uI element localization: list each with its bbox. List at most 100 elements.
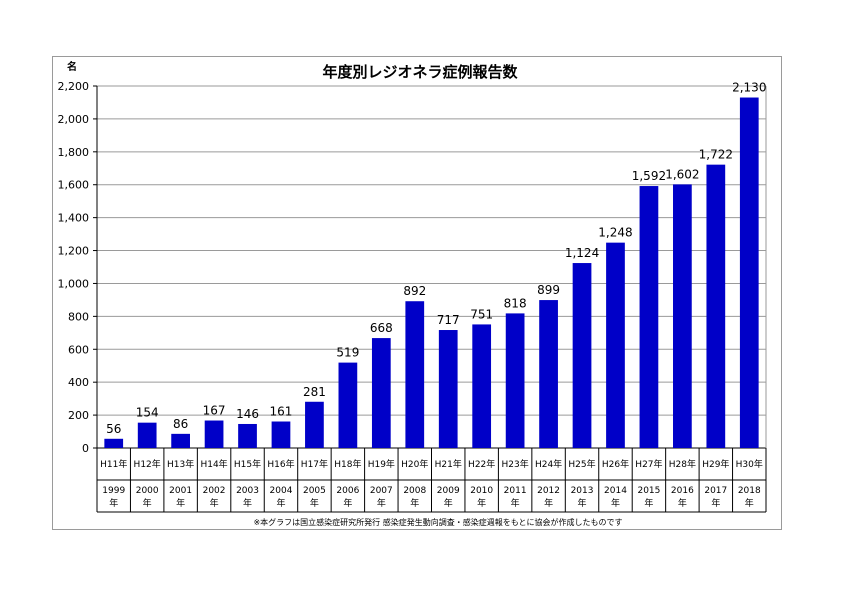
x-year-suffix: 年 (544, 497, 553, 509)
data-label: 1,722 (699, 148, 733, 162)
bar (171, 433, 190, 448)
x-category-label: H14年 (200, 458, 227, 470)
x-year-suffix: 年 (644, 497, 653, 509)
data-label: 899 (537, 283, 560, 297)
x-year-label: 2004 (270, 486, 293, 496)
data-label: 1,248 (598, 226, 632, 240)
x-year-label: 2016 (671, 486, 694, 496)
y-tick-label: 200 (68, 409, 89, 422)
y-axis-unit-label: 名 (67, 60, 77, 73)
x-category-label: H23年 (502, 458, 529, 470)
x-year-suffix: 年 (176, 497, 185, 509)
x-year-label: 2011 (504, 486, 527, 496)
x-year-suffix: 年 (377, 497, 386, 509)
data-label: 668 (370, 321, 393, 335)
x-category-label: H26年 (602, 458, 629, 470)
bar (539, 300, 558, 448)
x-category-label: H13年 (167, 458, 194, 470)
x-category-label: H11年 (100, 458, 127, 470)
x-category-label: H30年 (736, 458, 763, 470)
bar (204, 420, 224, 448)
x-year-suffix: 年 (310, 497, 319, 509)
bar (572, 263, 592, 448)
x-year-suffix: 年 (343, 497, 352, 509)
bar (405, 301, 425, 448)
bar (371, 338, 391, 448)
x-year-label: 2017 (704, 486, 727, 496)
x-year-label: 2012 (537, 486, 560, 496)
x-year-label: 2013 (571, 486, 594, 496)
x-year-label: 2009 (437, 486, 460, 496)
x-year-suffix: 年 (243, 497, 252, 509)
data-label: 892 (403, 284, 426, 298)
x-category-label: H15年 (234, 458, 261, 470)
bar (706, 164, 726, 449)
data-label: 146 (236, 407, 259, 421)
bar (238, 423, 257, 448)
data-label: 1,124 (565, 246, 599, 260)
x-category-label: H22年 (468, 458, 495, 470)
y-tick-label: 2,000 (58, 113, 90, 126)
x-category-label: H20年 (401, 458, 428, 470)
x-category-label: H29年 (702, 458, 729, 470)
data-label: 519 (336, 346, 359, 360)
data-label: 1,592 (632, 169, 666, 183)
data-label: 717 (437, 313, 460, 327)
x-year-label: 2001 (169, 486, 192, 496)
source-note: ※本グラフは国立感染症研究所発行 感染症発生動向調査・感染症週報をもとに協会が作… (253, 517, 622, 527)
x-category-label: H25年 (568, 458, 595, 470)
x-year-label: 2003 (236, 486, 259, 496)
y-axis: 0 200 400 600 800 1,000 1,200 1,400 1,600 1,800 2,… (58, 80, 98, 455)
y-tick-label: 800 (68, 310, 89, 323)
x-year-label: 2010 (470, 486, 493, 496)
x-year-label: 2002 (203, 486, 226, 496)
x-category-label: H21年 (435, 458, 462, 470)
bars (104, 97, 759, 449)
y-tick-label: 400 (68, 376, 89, 389)
x-year-suffix: 年 (511, 497, 520, 509)
bar (505, 313, 525, 448)
data-label: 86 (173, 417, 188, 431)
y-tick-label: 1,800 (58, 146, 90, 159)
bar (606, 242, 625, 448)
x-year-suffix: 年 (711, 497, 720, 509)
x-axis-table: H11年1999年H12年2000年H13年2001年H14年2002年H15年… (96, 448, 767, 513)
x-year-label: 1999 (102, 486, 125, 496)
bar (739, 97, 759, 448)
data-label: 751 (470, 307, 493, 321)
x-year-label: 2006 (336, 486, 359, 496)
y-tick-label: 1,600 (58, 179, 90, 192)
bar (438, 330, 458, 448)
data-label: 154 (136, 406, 159, 420)
x-year-label: 2005 (303, 486, 326, 496)
x-year-suffix: 年 (578, 497, 587, 509)
x-year-label: 2015 (637, 486, 660, 496)
x-category-label: H12年 (134, 458, 161, 470)
bar (338, 362, 358, 448)
x-category-label: H16年 (267, 458, 294, 470)
x-category-label: H24年 (535, 458, 562, 470)
y-tick-label: 600 (68, 343, 89, 356)
y-tick-label: 2,200 (58, 80, 90, 93)
x-year-label: 2000 (136, 486, 159, 496)
data-label: 2,130 (732, 81, 766, 95)
data-label: 167 (203, 404, 226, 418)
bar (305, 401, 324, 448)
x-year-suffix: 年 (410, 497, 419, 509)
gridlines (97, 85, 767, 449)
x-year-suffix: 年 (210, 497, 219, 509)
x-year-label: 2018 (738, 486, 761, 496)
x-year-suffix: 年 (745, 497, 754, 509)
data-labels: 56 154 86 167 146 161 281 519 668 892 717 751 818 899… (106, 81, 766, 436)
x-year-suffix: 年 (477, 497, 486, 509)
chart-frame (52, 56, 782, 530)
x-year-label: 2014 (604, 486, 627, 496)
x-year-suffix: 年 (109, 497, 118, 509)
x-year-suffix: 年 (276, 497, 285, 509)
data-label: 1,602 (665, 167, 699, 181)
data-label: 161 (270, 405, 293, 419)
bar (472, 324, 492, 448)
x-category-label: H28年 (669, 458, 696, 470)
data-label: 818 (504, 296, 527, 310)
data-label: 56 (106, 422, 121, 436)
